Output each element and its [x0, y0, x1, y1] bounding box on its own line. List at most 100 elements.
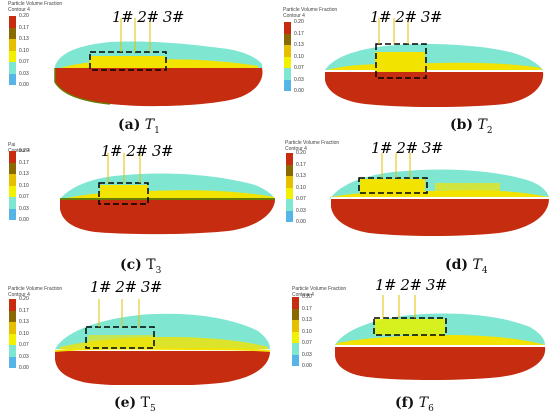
- legend-swatch: [9, 27, 16, 39]
- contour-plot: [330, 153, 549, 236]
- panel-d: Particle Volume Fraction Contour 4 1# 2# …: [275, 139, 550, 278]
- legend-swatch: [9, 185, 16, 197]
- legend-title: Particle Volume Fraction Contour 4: [292, 286, 347, 298]
- color-legend: [292, 297, 299, 366]
- legend-tick-label: 0.17: [19, 159, 29, 166]
- legend-tick-label: 0.03: [19, 70, 29, 77]
- contour-plot: [60, 153, 275, 235]
- probe-labels: 1# 2# 3#: [375, 277, 447, 294]
- legend-tick-label: 0.20: [19, 13, 29, 19]
- legend-swatch: [284, 79, 291, 91]
- panel-e: Particle Volume Fraction Contour 4 1# 2# …: [0, 277, 275, 416]
- legend-title: Particle Volume Fraction Contour 4: [8, 286, 63, 298]
- probe-labels: 1# 2# 3#: [112, 8, 184, 26]
- legend-tick-label: 0.17: [296, 161, 306, 168]
- legend-tick-label: 0.17: [19, 307, 29, 314]
- color-legend: [9, 16, 16, 85]
- caption-c: (c) T3: [120, 257, 162, 276]
- color-legend: [9, 151, 16, 220]
- contour-plot: [54, 299, 271, 385]
- legend-tick-label: 0.17: [302, 305, 312, 312]
- legend-tick-label: 0.03: [19, 353, 29, 360]
- legend-tick-label: 0.00: [19, 365, 29, 371]
- legend-tick-label: 0.03: [302, 351, 312, 358]
- legend-swatch: [9, 16, 16, 28]
- legend-title: Pai Contour 4: [8, 142, 30, 154]
- legend-tick-label: 0.07: [19, 59, 29, 65]
- color-legend: [286, 153, 293, 222]
- legend-swatch: [284, 45, 291, 57]
- legend-tick-label: 0.17: [294, 30, 304, 37]
- legend-swatch: [9, 299, 16, 311]
- legend-tick-label: 0.00: [294, 88, 304, 94]
- legend-swatch: [292, 354, 299, 366]
- color-legend: [284, 22, 291, 91]
- caption-f: (f) T6: [395, 395, 434, 414]
- caption-a: (a) T1: [118, 117, 160, 136]
- legend-tick-label: 0.10: [296, 184, 306, 191]
- legend-tick-label: 0.10: [19, 182, 29, 189]
- legend-tick-label: 0.07: [302, 340, 312, 346]
- legend-tick-label: 0.13: [19, 171, 29, 177]
- legend-swatch: [286, 164, 293, 176]
- probe-labels: 1# 2# 3#: [90, 278, 162, 296]
- legend-tick-label: 0.10: [302, 328, 312, 335]
- legend-swatch: [9, 62, 16, 74]
- legend-tick-label: 0.03: [296, 207, 306, 214]
- legend-swatch: [9, 162, 16, 174]
- legend-title: Particle Volume Fraction Contour 4: [285, 140, 340, 152]
- probe-labels: 1# 2# 3#: [101, 142, 173, 160]
- legend-tick-label: 0.13: [19, 319, 29, 325]
- legend-swatch: [9, 39, 16, 51]
- legend-swatch: [286, 210, 293, 222]
- legend-swatch: [292, 320, 299, 332]
- panel-c: Pai Contour 4 1# 2# 3# (c) T3 0.20 0.17 0.1…: [0, 139, 275, 278]
- legend-swatch: [286, 176, 293, 188]
- legend-swatch: [9, 151, 16, 163]
- caption-e: (e) T5: [114, 395, 156, 414]
- color-legend: [9, 299, 16, 368]
- legend-swatch: [9, 174, 16, 186]
- panel-b: Particle Volume Fraction Contour 4 1# 2# …: [275, 0, 550, 139]
- legend-swatch: [9, 345, 16, 357]
- legend-tick-label: 0.07: [296, 196, 306, 202]
- legend-swatch: [9, 50, 16, 62]
- legend-swatch: [286, 187, 293, 199]
- contour-plot: [325, 18, 544, 107]
- legend-swatch: [284, 33, 291, 45]
- legend-tick-label: 0.10: [294, 53, 304, 60]
- caption-b: (b) T2: [450, 117, 493, 136]
- legend-swatch: [9, 208, 16, 220]
- legend-tick-label: 0.03: [19, 205, 29, 212]
- legend-tick-label: 0.13: [296, 173, 306, 179]
- legend-swatch: [292, 297, 299, 309]
- legend-swatch: [9, 310, 16, 322]
- legend-tick-label: 0.20: [19, 296, 29, 302]
- legend-tick-label: 0.17: [19, 24, 29, 31]
- legend-swatch: [292, 331, 299, 343]
- legend-tick-label: 0.13: [302, 317, 312, 323]
- legend-tick-label: 0.10: [19, 47, 29, 54]
- legend-tick-label: 0.20: [19, 148, 29, 154]
- caption-d: (d) T4: [445, 257, 488, 276]
- legend-tick-label: 0.00: [19, 82, 29, 88]
- legend-swatch: [292, 343, 299, 355]
- legend-tick-label: 0.03: [294, 76, 304, 83]
- legend-swatch: [284, 56, 291, 68]
- legend-tick-label: 0.07: [19, 194, 29, 200]
- probe-labels: 1# 2# 3#: [370, 8, 442, 26]
- legend-tick-label: 0.07: [294, 65, 304, 71]
- legend-swatch: [286, 153, 293, 165]
- legend-swatch: [286, 199, 293, 211]
- legend-swatch: [9, 322, 16, 334]
- legend-tick-label: 0.13: [294, 42, 304, 48]
- legend-tick-label: 0.07: [19, 342, 29, 348]
- legend-title: Particle Volume Fraction Contour 4: [283, 7, 338, 19]
- probe-labels: 1# 2# 3#: [371, 139, 443, 157]
- legend-title: Particle Volume Fraction Contour 4: [8, 1, 63, 13]
- legend-swatch: [284, 22, 291, 34]
- legend-swatch: [9, 356, 16, 368]
- legend-swatch: [9, 333, 16, 345]
- legend-tick-label: 0.10: [19, 330, 29, 337]
